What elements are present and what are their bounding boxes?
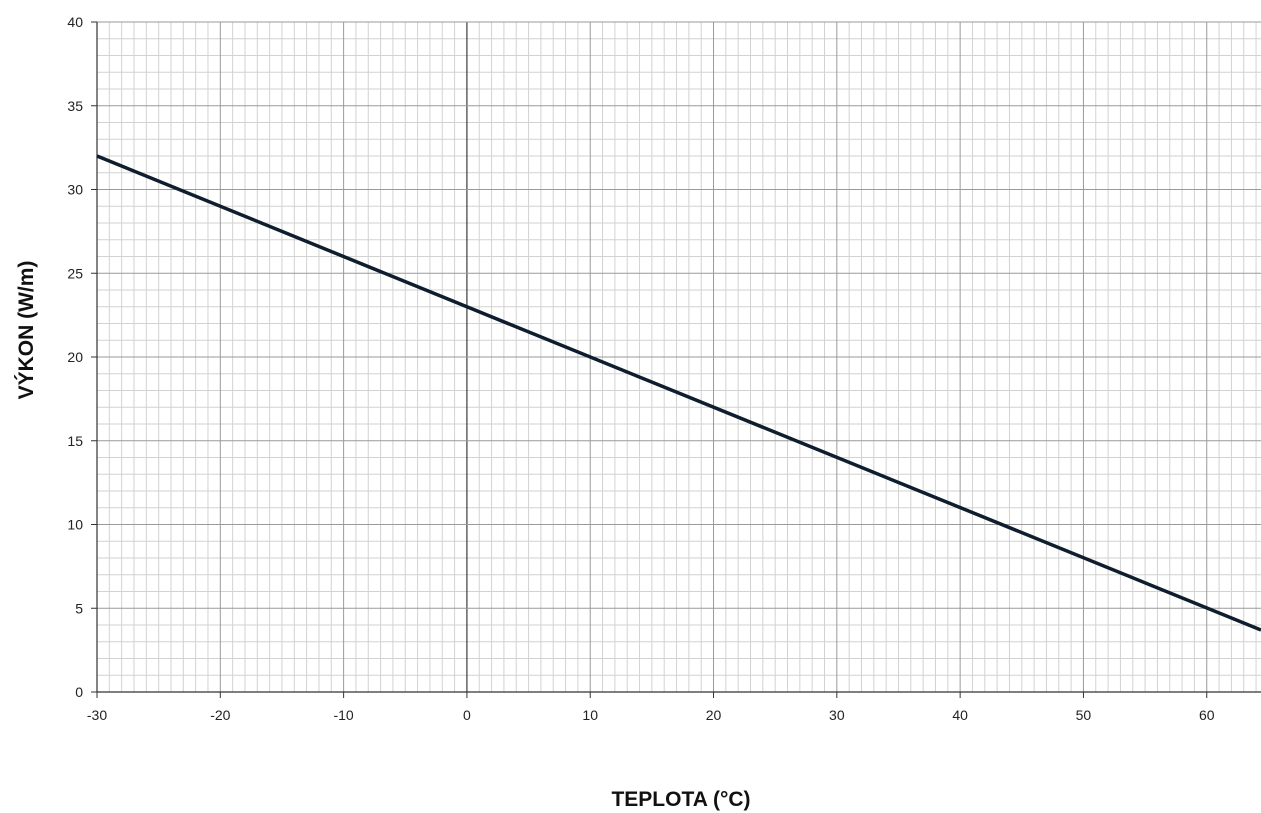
- y-tick-label: 5: [75, 600, 83, 616]
- major-grid: [96, 21, 1261, 693]
- y-tick-label: 15: [67, 433, 83, 449]
- series-layer: [96, 154, 1261, 632]
- x-tick-label: 30: [829, 707, 845, 723]
- x-axis-title: TEPLOTA (°C): [611, 788, 750, 811]
- x-tick-label: 40: [952, 707, 968, 723]
- x-tick-label: -20: [210, 707, 230, 723]
- y-tick-label: 10: [67, 517, 83, 533]
- y-tick-label: 25: [67, 265, 83, 281]
- x-tick-labels: -30 -20 -10 0 10 20 30 40 50 60: [87, 707, 1215, 723]
- x-tick-label: 0: [463, 707, 471, 723]
- series-line: [96, 154, 1261, 632]
- x-tick-label: 20: [706, 707, 722, 723]
- x-tick-label: 50: [1076, 707, 1092, 723]
- y-tick-label: 30: [67, 182, 83, 198]
- y-tick-label: 0: [75, 684, 83, 700]
- axes: [91, 21, 1261, 698]
- x-tick-label: -10: [333, 707, 353, 723]
- x-tick-label: -30: [87, 707, 107, 723]
- y-tick-label: 20: [67, 349, 83, 365]
- x-tick-label: 10: [582, 707, 598, 723]
- y-tick-labels: 0 5 10 15 20 25 30 35 40: [67, 14, 83, 700]
- y-axis-title: VÝKON (W/m): [14, 261, 38, 400]
- x-tick-label: 60: [1199, 707, 1215, 723]
- y-tick-label: 40: [67, 14, 83, 30]
- y-tick-label: 35: [67, 98, 83, 114]
